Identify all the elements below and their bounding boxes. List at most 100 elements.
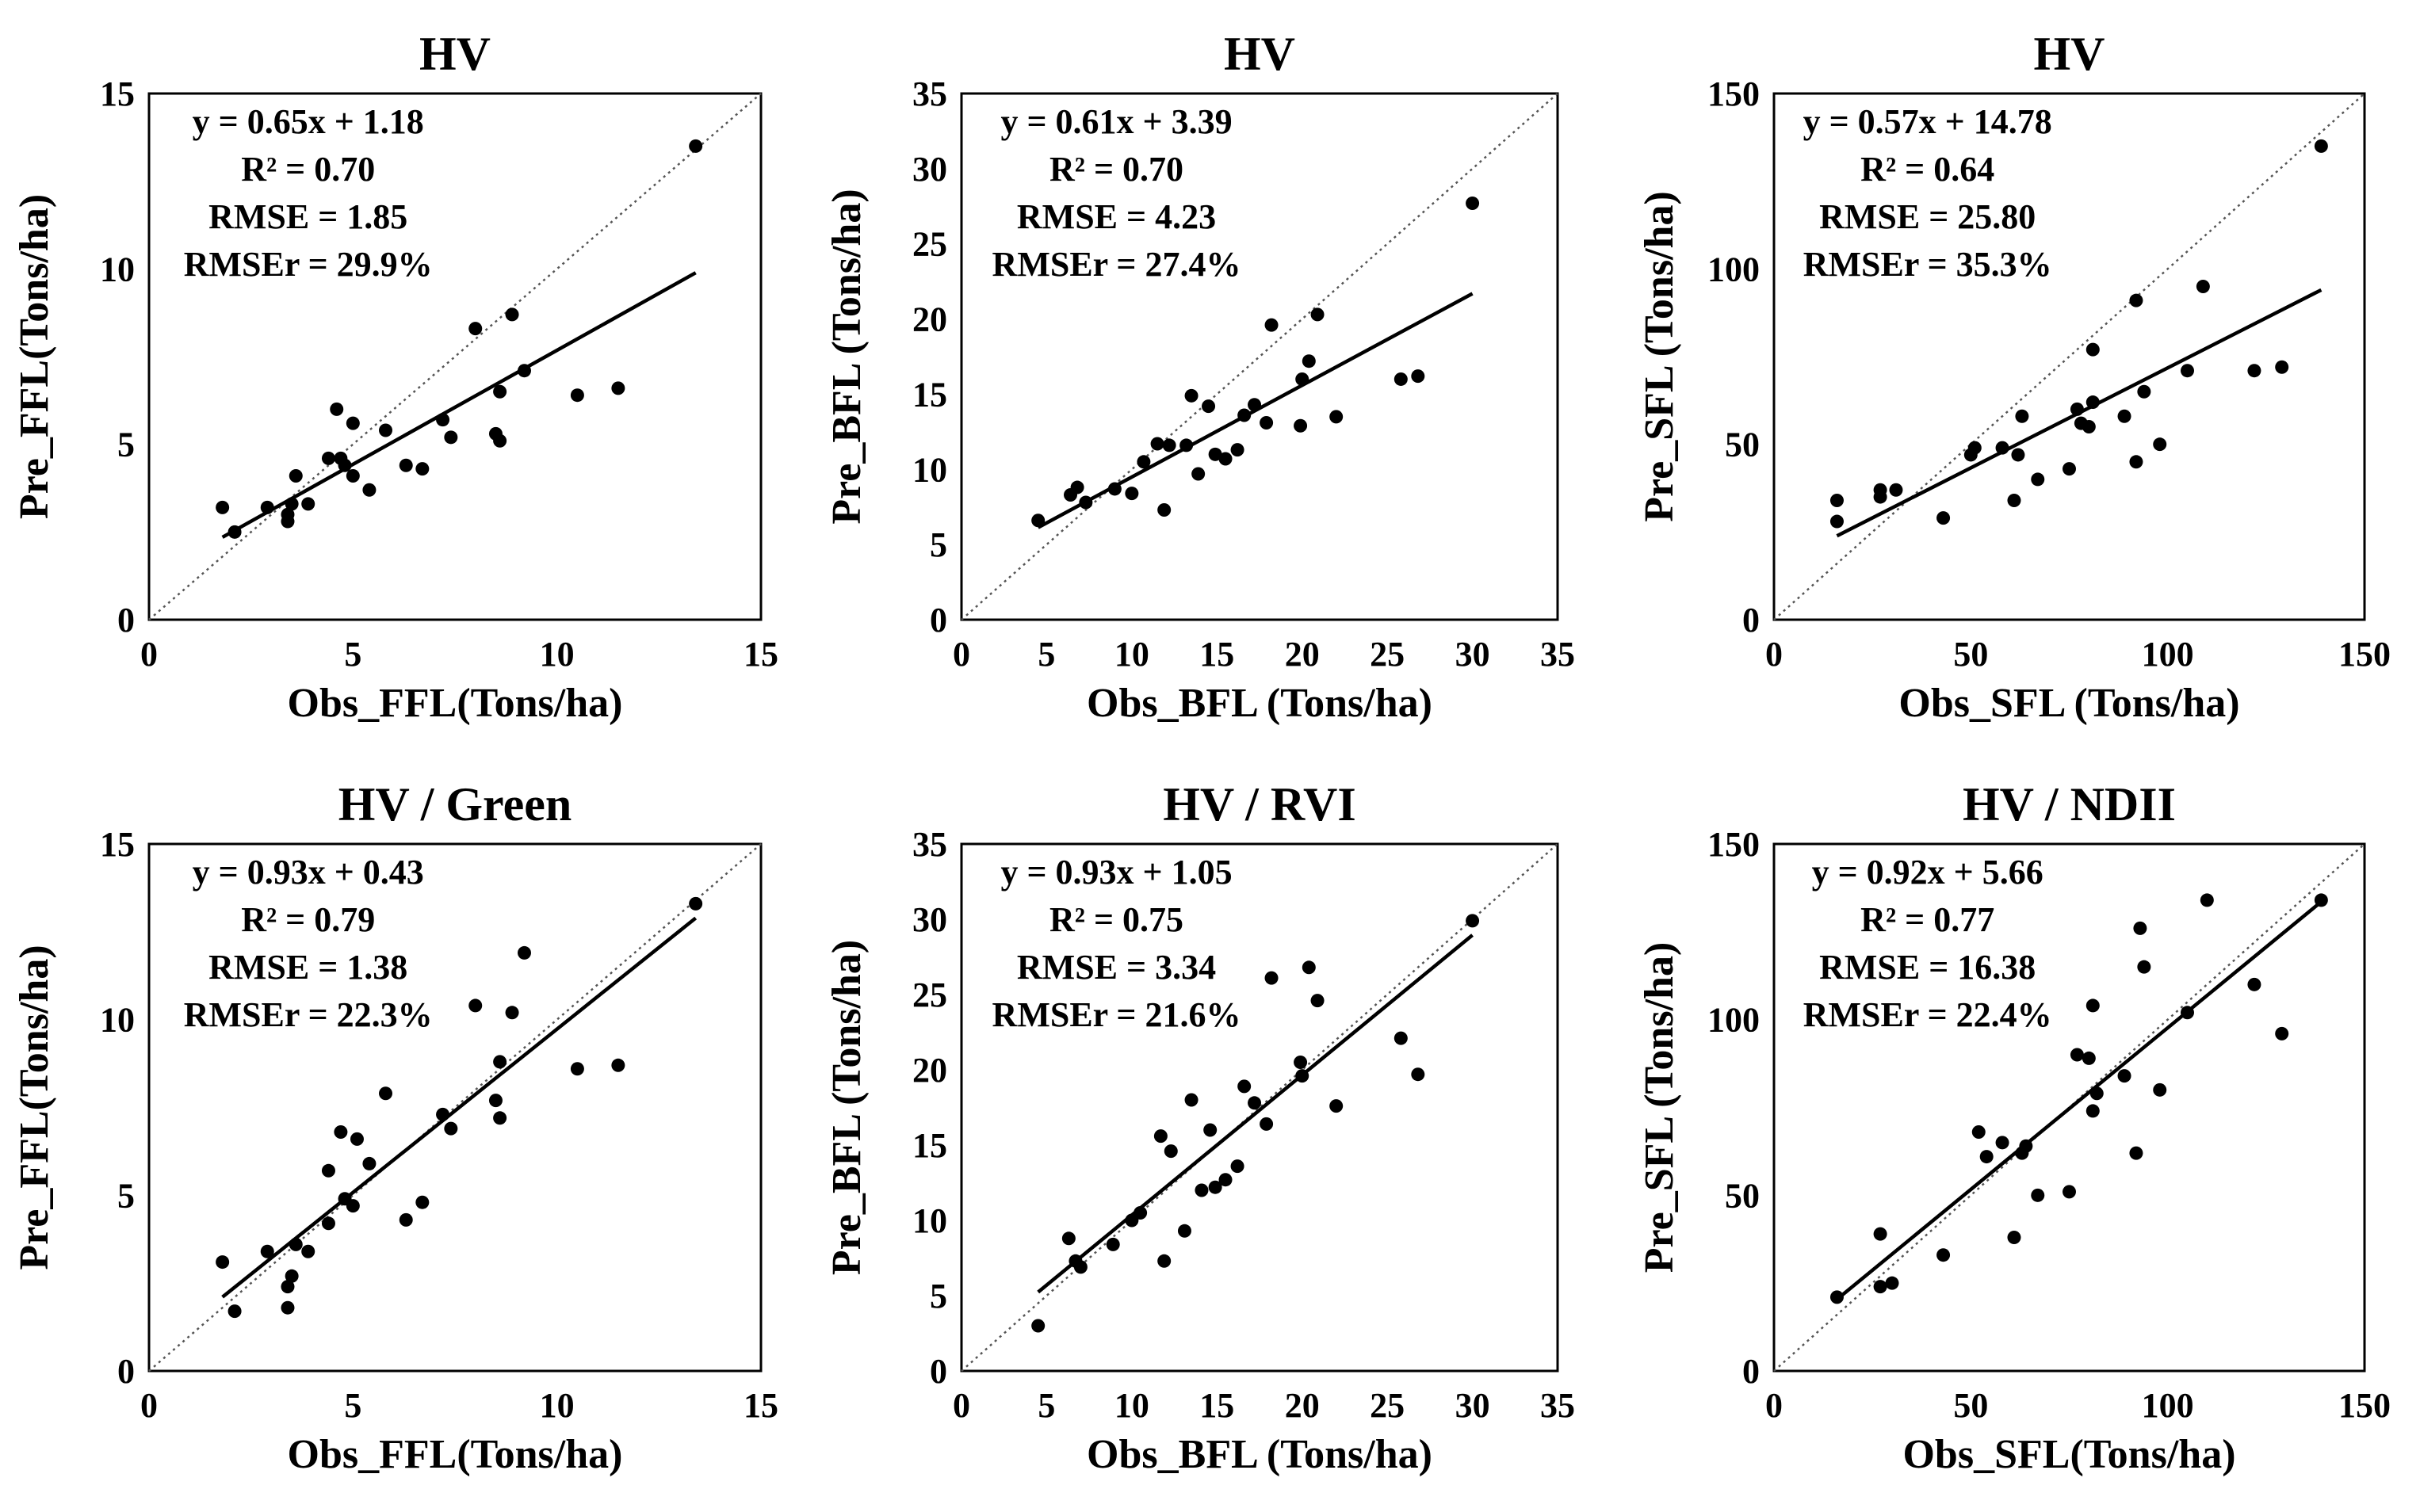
- stats-line-4: RMSEr = 21.6%: [992, 995, 1241, 1034]
- chart-panel-4: 0 5 10 15 0 5 10 15 y = 0.93x + 0.43 R² = 0.79 RMS…: [12, 778, 778, 1477]
- y-tick-label: 10: [912, 1201, 947, 1240]
- y-axis-label: Pre_BFL (Tons/ha): [824, 940, 870, 1275]
- data-point: [468, 322, 483, 336]
- y-tick-label: 30: [912, 150, 947, 189]
- x-tick-label: 10: [540, 1386, 575, 1425]
- data-point: [1184, 388, 1199, 403]
- y-tick-label: 0: [930, 1352, 947, 1391]
- x-tick-label: 0: [953, 635, 970, 674]
- y-tick-label: 5: [930, 525, 947, 564]
- data-point: [1829, 514, 1844, 529]
- data-point: [1248, 1096, 1262, 1110]
- data-point: [1208, 1180, 1222, 1194]
- data-point: [1829, 493, 1844, 507]
- data-point: [346, 416, 360, 430]
- data-point: [2063, 1185, 2076, 1199]
- data-point: [227, 525, 242, 539]
- data-point: [2275, 1026, 2289, 1040]
- x-tick-label: 10: [1114, 635, 1149, 674]
- y-tick-label: 10: [912, 450, 947, 489]
- data-point: [1995, 1136, 2009, 1150]
- one-to-one-line: [1773, 843, 2365, 1372]
- data-point: [1294, 1056, 1308, 1069]
- x-tick-label: 100: [2142, 635, 2194, 674]
- y-tick-label: 50: [1725, 426, 1760, 464]
- data-point: [338, 458, 352, 472]
- data-point: [1218, 452, 1233, 466]
- data-point: [493, 1111, 507, 1125]
- y-tick-label: 0: [930, 601, 947, 640]
- data-point: [2070, 1048, 2084, 1062]
- y-axis-label: Pre_FFL(Tons/ha): [12, 945, 57, 1270]
- data-point: [281, 1300, 295, 1315]
- x-axis-label: Obs_SFL(Tons/ha): [1902, 1432, 2235, 1477]
- y-tick-label: 0: [117, 601, 135, 640]
- stats-line-3: RMSE = 1.85: [208, 197, 407, 236]
- stats-line-1: y = 0.93x + 0.43: [193, 853, 424, 892]
- data-point: [488, 1094, 503, 1108]
- data-point: [2007, 1231, 2021, 1245]
- y-tick-label: 0: [1742, 1352, 1760, 1391]
- y-tick-label: 150: [1707, 74, 1760, 113]
- chart-panel-5: 0 5 10 15 20 25 30 35 0 5 10 15 20 25 30 35 y = 0.93x + …: [824, 778, 1575, 1477]
- stats-line-2: R² = 0.77: [1860, 900, 1994, 939]
- chart-title: HV: [1224, 28, 1295, 80]
- y-tick-label: 100: [1707, 250, 1760, 288]
- data-point: [2015, 409, 2029, 423]
- data-point: [2137, 384, 2151, 399]
- data-point: [1329, 1099, 1344, 1113]
- y-tick-label: 5: [930, 1277, 947, 1315]
- y-tick-label: 15: [912, 375, 947, 414]
- y-tick-label: 25: [912, 225, 947, 264]
- data-point: [1394, 372, 1408, 386]
- data-point: [2089, 1086, 2104, 1101]
- data-point: [1106, 1237, 1120, 1251]
- data-point: [334, 1125, 348, 1140]
- data-point: [1260, 415, 1274, 430]
- chart-title: HV / NDII: [1963, 778, 2176, 830]
- stats-line-3: RMSE = 25.80: [1819, 197, 2036, 236]
- data-point: [1153, 1129, 1168, 1144]
- chart-title: HV / Green: [338, 778, 572, 830]
- stats-line-1: y = 0.61x + 3.39: [1000, 102, 1232, 141]
- data-point: [1310, 307, 1325, 322]
- data-point: [1107, 482, 1122, 496]
- data-point: [1411, 1067, 1425, 1082]
- x-axis-label: Obs_FFL(Tons/ha): [288, 681, 623, 726]
- data-point: [1137, 455, 1151, 469]
- x-axis-label: Obs_FFL(Tons/ha): [288, 1432, 623, 1477]
- data-point: [436, 1107, 450, 1121]
- data-point: [281, 1280, 295, 1294]
- plot-frame: [1772, 92, 2366, 621]
- data-point: [285, 1269, 299, 1283]
- stats-line-1: y = 0.92x + 5.66: [1812, 853, 2043, 892]
- data-point: [1150, 437, 1164, 451]
- data-point: [1971, 1125, 1986, 1140]
- data-point: [2031, 472, 2045, 487]
- data-point: [1466, 196, 1480, 210]
- data-point: [1302, 960, 1316, 975]
- x-tick-label: 15: [744, 1386, 778, 1425]
- data-point: [444, 430, 458, 445]
- data-point: [2063, 462, 2076, 476]
- one-to-one-line: [148, 843, 762, 1372]
- chart-panel-1: 0 5 10 15 0 5 10 15 y = 0.65x + 1.18 R² = 0.70 RMS…: [12, 28, 778, 726]
- data-point: [301, 497, 315, 511]
- data-point: [2031, 1188, 2045, 1202]
- data-point: [289, 469, 303, 483]
- x-tick-label: 0: [953, 1386, 970, 1425]
- data-point: [415, 1195, 430, 1209]
- data-point: [1203, 1123, 1218, 1137]
- y-axis-label: Pre_SFL (Tons/ha): [1637, 191, 1682, 522]
- data-point: [505, 1006, 519, 1020]
- stats-line-4: RMSEr = 22.4%: [1803, 995, 2052, 1034]
- data-point: [379, 1086, 393, 1101]
- y-tick-label: 100: [1707, 1001, 1760, 1040]
- data-point: [1237, 1079, 1252, 1094]
- x-tick-label: 20: [1285, 635, 1320, 674]
- data-point: [493, 433, 507, 448]
- x-tick-label: 25: [1370, 1386, 1405, 1425]
- x-tick-label: 50: [1953, 1386, 1988, 1425]
- data-point: [1162, 438, 1176, 452]
- stats-line-3: RMSE = 16.38: [1819, 948, 2036, 987]
